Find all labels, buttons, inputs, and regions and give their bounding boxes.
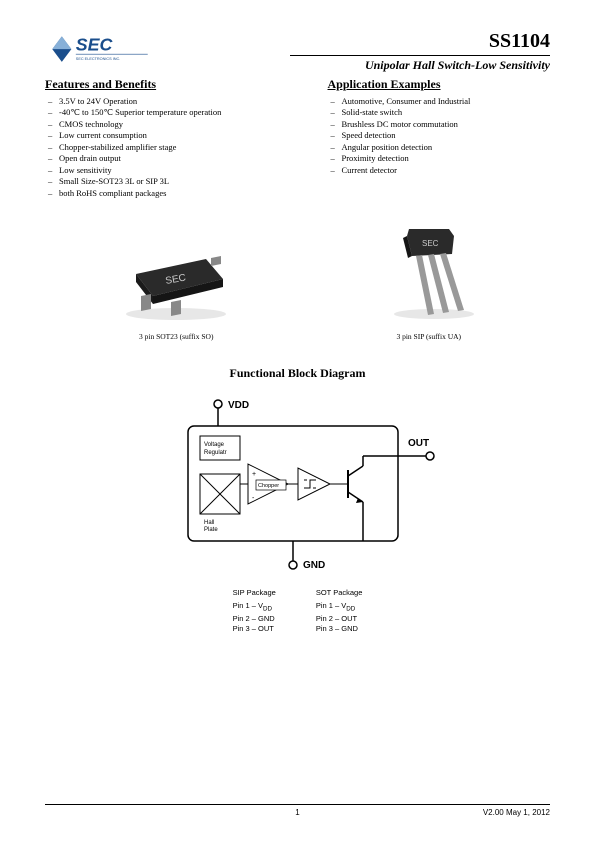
applications-column: Application Examples Automotive, Consume… (328, 77, 551, 199)
features-column: Features and Benefits 3.5V to 24V Operat… (45, 77, 268, 199)
application-item: Automotive, Consumer and Industrial (328, 96, 551, 107)
page-number: 1 (295, 808, 299, 817)
svg-text:SEC: SEC (76, 34, 114, 54)
feature-item: Chopper-stabilized amplifier stage (45, 142, 268, 153)
packages-row: SEC 3 pin SOT23 (suffix SO) SEC 3 pin SI… (45, 224, 550, 341)
svg-text:Chopper: Chopper (258, 483, 279, 489)
svg-text:Hall: Hall (204, 520, 214, 526)
sec-logo: SEC SEC ELECTRONICS INC. (45, 30, 155, 65)
svg-text:GND: GND (303, 560, 325, 571)
application-item: Proximity detection (328, 153, 551, 164)
application-item: Current detector (328, 165, 551, 176)
feature-item: Low sensitivity (45, 165, 268, 176)
part-number: SS1104 (290, 30, 550, 53)
pinout-table: SIP Package Pin 1 – VDD Pin 2 – GND Pin … (45, 588, 550, 635)
page-header: SEC SEC ELECTRONICS INC. SS1104 Unipolar… (45, 30, 550, 73)
title-block: SS1104 Unipolar Hall Switch-Low Sensitiv… (290, 30, 550, 73)
feature-item: Low current consumption (45, 130, 268, 141)
svg-text:SEC: SEC (422, 239, 439, 248)
pinout-sot: SOT Package Pin 1 – VDD Pin 2 – OUT Pin … (316, 588, 363, 635)
application-item: Speed detection (328, 130, 551, 141)
svg-text:+: + (252, 471, 256, 478)
page-footer: 1 V2.00 May 1, 2012 (45, 804, 550, 817)
feature-item: CMOS technology (45, 119, 268, 130)
svg-text:Plate: Plate (204, 527, 218, 533)
features-title: Features and Benefits (45, 77, 268, 92)
application-item: Solid-state switch (328, 107, 551, 118)
svg-text:OUT: OUT (408, 438, 429, 449)
applications-list: Automotive, Consumer and IndustrialSolid… (328, 96, 551, 176)
application-item: Angular position detection (328, 142, 551, 153)
sip-caption: 3 pin SIP (suffix UA) (374, 332, 484, 341)
package-sip: SEC 3 pin SIP (suffix UA) (374, 224, 484, 341)
sot23-image: SEC (111, 244, 241, 324)
feature-item: Open drain output (45, 153, 268, 164)
subtitle: Unipolar Hall Switch-Low Sensitivity (290, 55, 550, 73)
application-item: Brushless DC motor commutation (328, 119, 551, 130)
svg-text:VDD: VDD (228, 400, 249, 411)
sip-image: SEC (374, 224, 484, 324)
package-sot23: SEC 3 pin SOT23 (suffix SO) (111, 244, 241, 341)
svg-text:Voltage: Voltage (204, 442, 225, 448)
feature-item: 3.5V to 24V Operation (45, 96, 268, 107)
features-applications-row: Features and Benefits 3.5V to 24V Operat… (45, 77, 550, 199)
features-list: 3.5V to 24V Operation-40℃ to 150℃ Superi… (45, 96, 268, 199)
applications-title: Application Examples (328, 77, 551, 92)
svg-text:SEC ELECTRONICS INC.: SEC ELECTRONICS INC. (76, 57, 121, 61)
svg-text:Regulatr: Regulatr (204, 450, 227, 456)
pinout-sip: SIP Package Pin 1 – VDD Pin 2 – GND Pin … (233, 588, 276, 635)
feature-item: both RoHS compliant packages (45, 188, 268, 199)
feature-item: Small Size-SOT23 3L or SIP 3L (45, 176, 268, 187)
version-date: V2.00 May 1, 2012 (483, 808, 550, 817)
feature-item: -40℃ to 150℃ Superior temperature operat… (45, 107, 268, 118)
sot23-caption: 3 pin SOT23 (suffix SO) (111, 332, 241, 341)
diagram-title: Functional Block Diagram (45, 366, 550, 381)
block-diagram: VDD OUT GND Voltage Regulatr Hall Plate … (148, 396, 448, 576)
